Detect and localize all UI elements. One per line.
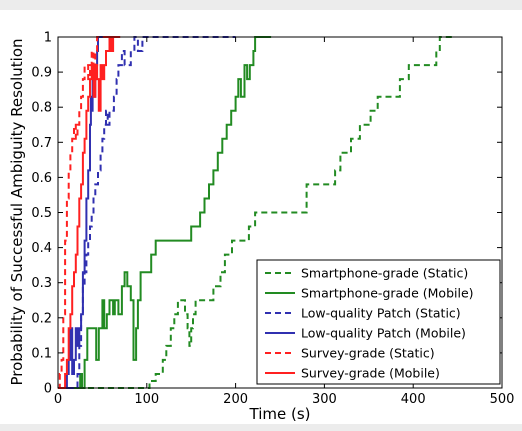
legend-label: Survey-grade (Mobile) [301,366,440,381]
y-tick-label: 0.2 [31,311,52,326]
y-tick-label: 0 [44,382,52,397]
y-axis-label: Probability of Successful Ambiguity Reso… [8,38,26,385]
y-tick-label: 0.3 [31,276,52,291]
legend-box [256,259,501,385]
x-tick-label: 100 [134,392,159,407]
x-tick-label: 0 [54,392,62,407]
series-layer [58,36,454,389]
legend-label: Smartphone-grade (Static) [301,266,468,281]
bottom-border-strip [0,424,522,431]
x-tick-label: 200 [223,392,248,407]
x-tick-label: 500 [490,392,515,407]
y-tick-label: 0.5 [31,206,52,221]
legend: Smartphone-grade (Static) Smartphone-grad… [256,259,501,385]
x-axis-label: Time (s) [249,405,311,423]
legend-label: Low-quality Patch (Mobile) [301,326,466,341]
y-tick-label: 0.1 [31,346,52,361]
ticks-layer: 0 100 200 300 400 500 0 0.1 0.2 0.3 0.4 0.5 0.6 0.7 0.… [31,31,514,408]
y-tick-label: 1 [44,31,52,46]
y-tick-label: 0.8 [31,101,52,116]
y-tick-label: 0.9 [31,66,52,81]
legend-label: Smartphone-grade (Mobile) [301,286,474,301]
legend-label: Survey-grade (Static) [301,346,435,361]
y-tick-label: 0.4 [31,241,52,256]
series-line-1 [58,36,454,389]
series-line-2 [58,36,272,389]
top-border-strip [0,0,522,10]
y-tick-label: 0.6 [31,171,52,186]
series-line-6 [58,36,121,389]
series-line-3 [58,36,236,389]
x-tick-label: 300 [312,392,337,407]
y-tick-label: 0.7 [31,136,52,151]
legend-label: Low-quality Patch (Static) [301,306,461,321]
x-tick-label: 400 [401,392,426,407]
